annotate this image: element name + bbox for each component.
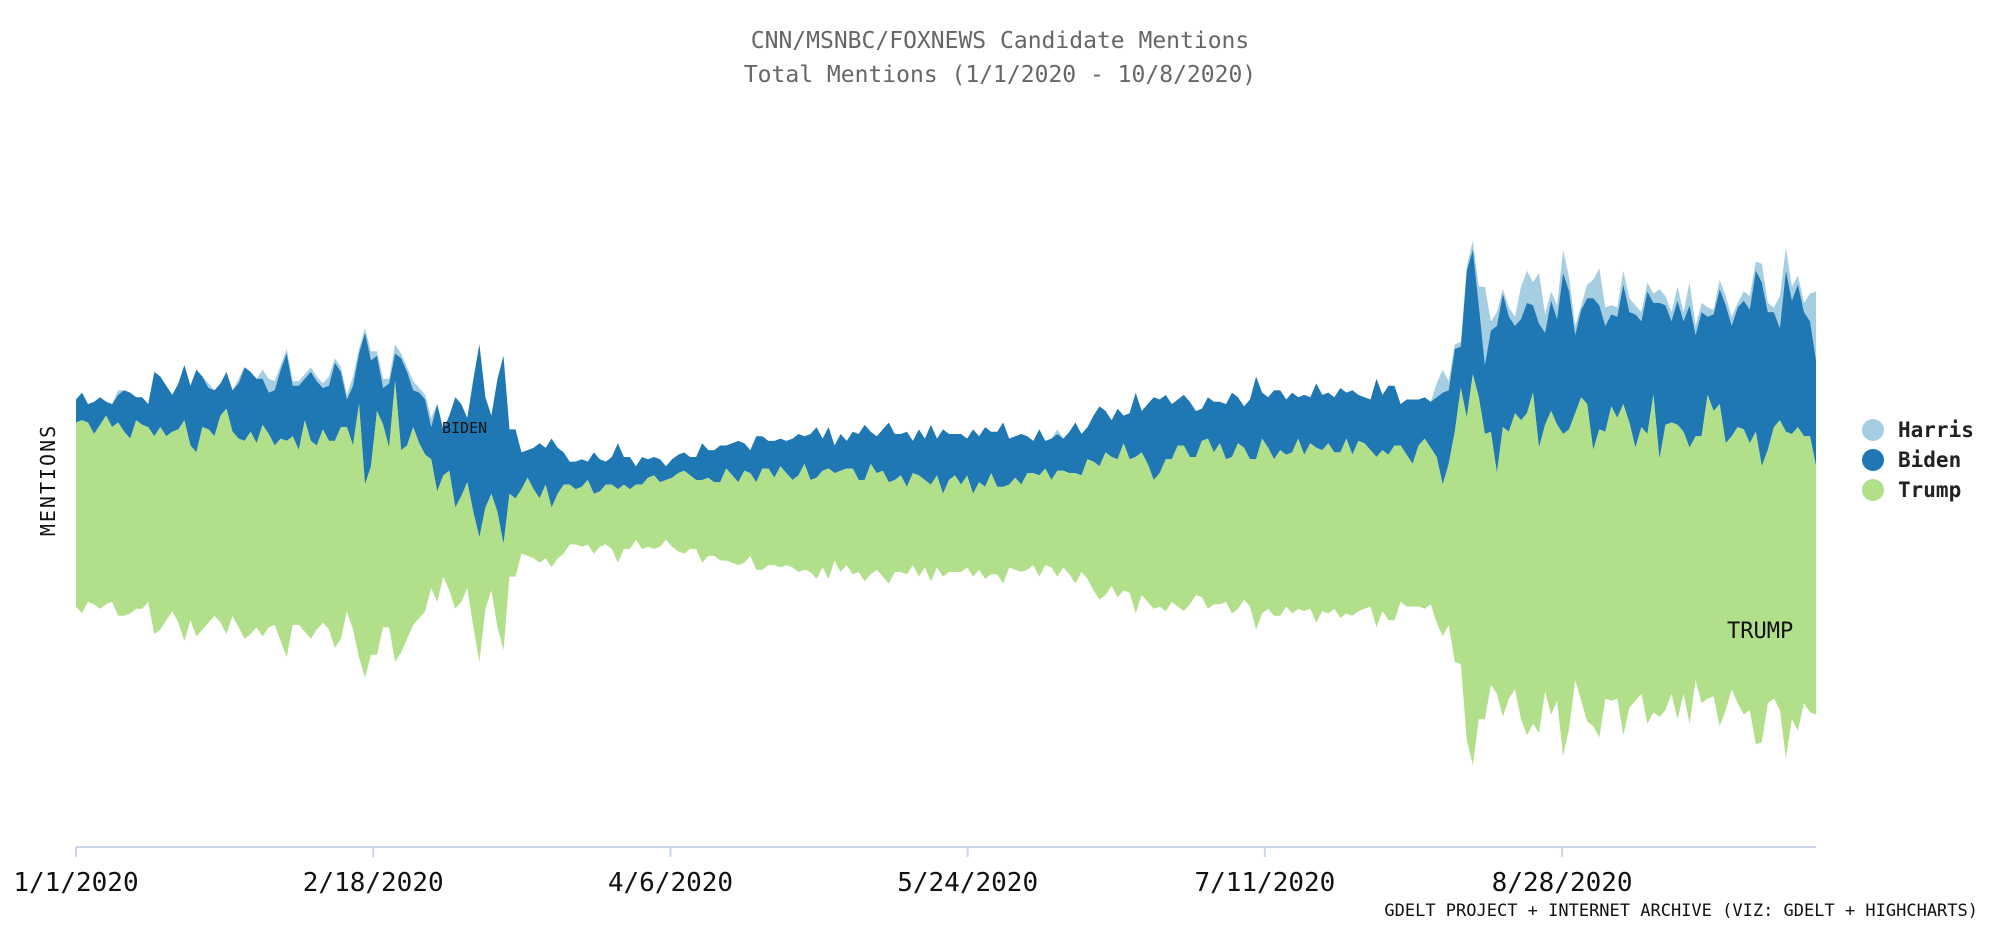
series-areas — [76, 240, 1816, 766]
legend: Harris Biden Trump — [1862, 415, 1974, 505]
legend-label-biden: Biden — [1898, 448, 1962, 472]
annotation-trump: TRUMP — [1727, 619, 1793, 644]
credits[interactable]: GDELT PROJECT + INTERNET ARCHIVE (VIZ: G… — [1384, 901, 1978, 921]
legend-swatch-trump — [1862, 479, 1884, 501]
x-tick-label: 5/24/2020 — [897, 868, 1038, 898]
x-tick-label: 4/6/2020 — [608, 868, 733, 898]
legend-swatch-harris — [1862, 419, 1884, 441]
x-axis-ticks: 1/1/2020 2/18/2020 4/6/2020 5/24/2020 7/11/2… — [13, 847, 1633, 898]
series-area-biden[interactable] — [76, 250, 1816, 545]
x-tick-label: 8/28/2020 — [1492, 868, 1633, 898]
x-tick-label: 1/1/2020 — [13, 868, 138, 898]
legend-label-harris: Harris — [1898, 418, 1974, 442]
annotation-biden: BIDEN — [442, 419, 487, 437]
legend-item-harris[interactable]: Harris — [1862, 415, 1974, 445]
legend-swatch-biden — [1862, 449, 1884, 471]
x-tick-label: 7/11/2020 — [1194, 868, 1335, 898]
legend-label-trump: Trump — [1898, 478, 1962, 502]
chart-subtitle: Total Mentions (1/1/2020 - 10/8/2020) — [743, 62, 1257, 88]
x-tick-label: 2/18/2020 — [303, 868, 444, 898]
legend-item-biden[interactable]: Biden — [1862, 445, 1974, 475]
legend-item-trump[interactable]: Trump — [1862, 475, 1974, 505]
chart-title: CNN/MSNBC/FOXNEWS Candidate Mentions — [750, 28, 1250, 54]
series-area-trump[interactable] — [76, 374, 1816, 766]
